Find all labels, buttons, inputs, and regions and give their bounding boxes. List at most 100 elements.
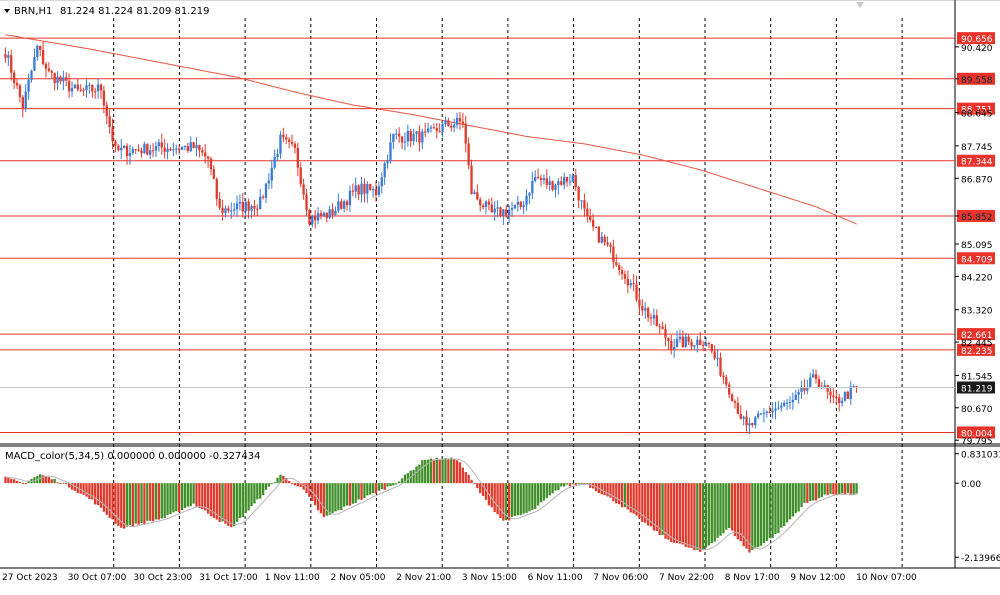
candle-body	[7, 55, 10, 58]
macd-bar	[212, 483, 216, 518]
candle-body	[88, 84, 91, 86]
macd-bar	[811, 483, 815, 501]
candle-body	[490, 204, 493, 213]
macd-bar	[160, 483, 163, 519]
candle-body	[41, 49, 45, 64]
candle-body	[502, 209, 505, 216]
candle-body	[386, 160, 389, 164]
macd-bar	[733, 483, 737, 537]
candle-body	[267, 180, 271, 184]
candle-body	[337, 201, 340, 211]
macd-bar	[589, 483, 592, 488]
macd-bar	[15, 480, 19, 484]
candle-body	[687, 336, 690, 342]
candle-body	[519, 201, 522, 208]
candle-body	[82, 89, 85, 91]
macd-bar	[421, 460, 424, 484]
candle-body	[658, 326, 661, 328]
candle-body	[369, 184, 372, 190]
candle-body	[722, 375, 725, 378]
candle-body	[308, 210, 311, 225]
candle-body	[603, 236, 606, 243]
scroll-marker-icon[interactable]	[856, 2, 864, 8]
candle-body	[166, 148, 169, 152]
macd-bar	[620, 483, 624, 508]
macd-bar	[189, 483, 192, 507]
candle-body	[201, 150, 204, 153]
candle-body	[24, 91, 27, 110]
macd-bar	[131, 483, 134, 527]
level-price-tag	[957, 426, 995, 439]
candle-body	[525, 195, 528, 205]
macd-bar	[835, 483, 838, 495]
candle-body	[563, 177, 566, 185]
macd-bar	[473, 483, 476, 485]
horizontal-levels[interactable]: 90.656 89.558 88.751 87.344 85.852 84.709 82.6…	[0, 32, 995, 439]
candle-body	[117, 145, 120, 151]
candle-body	[499, 207, 502, 216]
macd-bar	[722, 483, 725, 534]
macd-bar	[736, 483, 740, 540]
candle-body	[704, 342, 708, 346]
level-price-label: 80.004	[961, 429, 993, 439]
dropdown-triangle-icon[interactable]	[4, 9, 10, 13]
macd-bar	[719, 483, 722, 536]
candle-body	[513, 204, 517, 209]
macd-bar	[140, 483, 143, 524]
price-tick-label: 86.870	[961, 175, 993, 185]
candle-body	[192, 142, 195, 149]
candle-body	[565, 177, 569, 182]
current-price-label: 81.219	[961, 384, 993, 394]
macd-bar	[177, 483, 181, 513]
candle-body	[183, 146, 187, 148]
candle-body	[557, 181, 560, 186]
candlesticks	[4, 41, 858, 435]
macd-bar	[751, 483, 754, 550]
candle-body	[496, 207, 499, 209]
candle-body	[371, 189, 375, 191]
candle-body	[287, 139, 291, 142]
candle-body	[780, 405, 783, 408]
candle-body	[484, 201, 488, 208]
candle-body	[826, 385, 829, 392]
macd-bar	[829, 483, 832, 494]
macd-bar	[809, 483, 812, 502]
candle-body	[849, 386, 852, 399]
candle-body	[461, 121, 465, 124]
macd-bar	[823, 483, 826, 495]
macd-bar	[794, 483, 797, 514]
candle-body	[777, 407, 780, 409]
time-axis: 27 Oct 2023 30 Oct 07:00 30 Oct 23:00 31 Oc…	[2, 573, 917, 583]
candle-body	[667, 337, 670, 342]
candle-body	[534, 176, 537, 181]
macd-bar	[658, 483, 661, 536]
macd-bar	[273, 482, 276, 484]
macd-bar	[615, 483, 618, 504]
macd-bar	[716, 483, 719, 538]
macd-bar	[149, 483, 152, 521]
candle-body	[612, 246, 615, 263]
level-price-label: 84.709	[961, 255, 993, 265]
candle-body	[215, 178, 218, 199]
candle-body	[418, 131, 421, 143]
macd-bar	[531, 483, 534, 510]
macd-bar	[603, 483, 606, 496]
macd-bar	[777, 483, 780, 533]
candle-body	[366, 184, 369, 194]
macd-bar	[516, 483, 520, 516]
macd-bar	[114, 483, 117, 524]
candle-body	[591, 219, 595, 227]
macd-bar	[429, 458, 433, 484]
macd-bar	[180, 483, 184, 511]
macd-bar	[56, 482, 59, 484]
macd-bar	[803, 483, 806, 503]
macd-bar	[713, 483, 716, 542]
candle-body	[681, 336, 685, 348]
macd-bar	[458, 462, 462, 484]
candle-body	[464, 123, 467, 144]
macd-bar	[198, 483, 201, 508]
candle-body	[751, 423, 754, 426]
candle-body	[397, 133, 401, 137]
